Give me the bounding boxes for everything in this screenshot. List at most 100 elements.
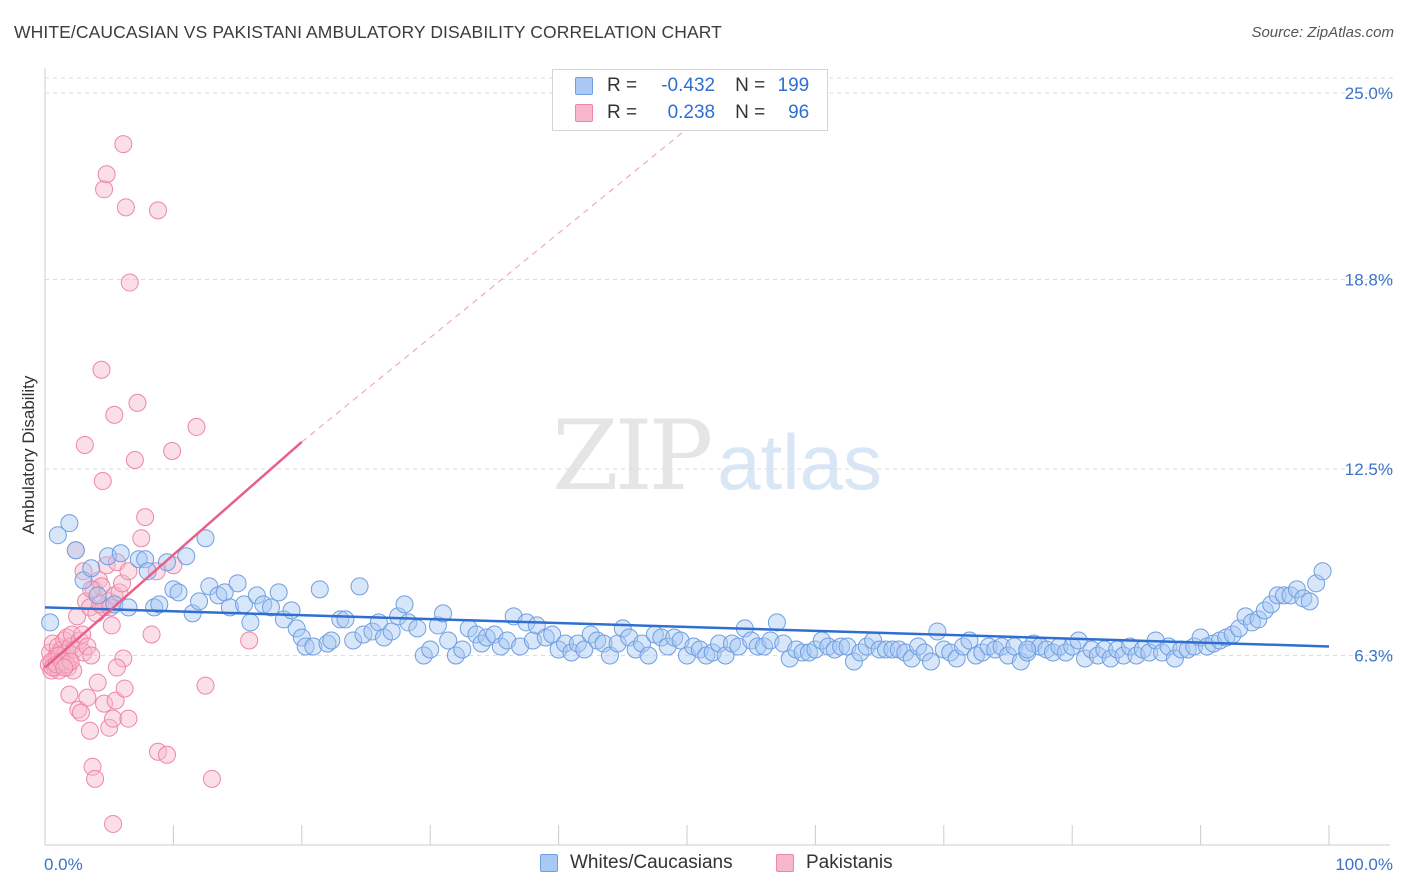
- pakistani-point: [132, 529, 151, 548]
- legend-n-label: N =: [735, 75, 766, 96]
- legend-label-whites: Whites/Caucasians: [570, 852, 733, 873]
- white-point: [261, 598, 280, 617]
- pakistani-point: [100, 718, 119, 737]
- white-point: [434, 604, 453, 623]
- white-point: [1114, 646, 1133, 665]
- legend-label-pakistanis: Pakistanis: [806, 852, 893, 873]
- pakistani-point: [240, 631, 259, 650]
- white-point: [1018, 640, 1037, 659]
- pakistani-point: [97, 165, 116, 184]
- pakistani-point: [97, 556, 116, 575]
- source-credit: Source: ZipAtlas.com: [1251, 24, 1394, 41]
- legend-r-label: R =: [607, 75, 638, 96]
- white-point: [150, 595, 169, 614]
- pakistani-point: [115, 679, 134, 698]
- white-point: [164, 580, 183, 599]
- pakistani-point: [75, 435, 94, 454]
- legend-swatch-whites: [540, 854, 558, 872]
- white-point: [296, 637, 315, 656]
- pakistani-point: [106, 691, 125, 710]
- white-point: [111, 544, 130, 563]
- pakistani-point: [88, 673, 107, 692]
- white-point: [136, 550, 155, 569]
- white-point: [82, 559, 101, 578]
- white-point: [228, 574, 247, 593]
- white-point: [241, 613, 260, 632]
- white-point: [1268, 586, 1287, 605]
- white-point: [190, 592, 209, 611]
- pakistanis-trend-line: [44, 441, 303, 669]
- legend-swatch-whites: [575, 77, 593, 95]
- white-point: [556, 634, 575, 653]
- legend-r-label: R =: [607, 102, 638, 123]
- pakistani-point: [202, 769, 221, 788]
- chart-title: WHITE/CAUCASIAN VS PAKISTANI AMBULATORY …: [14, 22, 722, 42]
- pakistani-point: [119, 709, 138, 728]
- white-point: [408, 619, 427, 638]
- legend-n-value: 199: [777, 75, 810, 96]
- legend-row-pakistanis: R = 0.238 N = 96: [575, 100, 809, 126]
- pakistani-point: [69, 700, 88, 719]
- white-point: [1069, 631, 1088, 650]
- stats-legend: R = -0.432 N = 199 R = 0.238 N = 96: [552, 69, 828, 131]
- pakistani-point: [114, 649, 133, 668]
- legend-r-value: 0.238: [667, 102, 716, 123]
- pakistani-point: [78, 688, 97, 707]
- white-point: [1095, 640, 1114, 659]
- white-point: [1262, 595, 1281, 614]
- white-point: [453, 640, 472, 659]
- x-tick-label-max: 100.0%: [1335, 855, 1393, 874]
- pakistani-point: [83, 757, 102, 776]
- pakistani-point: [136, 508, 155, 527]
- pakistani-point: [104, 709, 123, 728]
- pakistani-point: [82, 646, 101, 665]
- white-point: [220, 598, 239, 617]
- pakistani-point: [102, 616, 121, 635]
- pakistani-point: [157, 745, 176, 764]
- white-point: [1165, 649, 1184, 668]
- legend-r-value: -0.432: [661, 75, 716, 96]
- white-point: [382, 622, 401, 641]
- white-point: [575, 640, 594, 659]
- white-point: [336, 610, 355, 629]
- white-point: [467, 625, 486, 644]
- white-point: [322, 631, 341, 650]
- white-point: [310, 580, 329, 599]
- pakistani-point: [92, 577, 111, 596]
- white-point: [832, 637, 851, 656]
- pakistani-point: [163, 441, 182, 460]
- white-point: [282, 601, 301, 620]
- pakistanis-trend-extension: [301, 86, 739, 443]
- legend-n-label: N =: [735, 102, 766, 123]
- white-point: [921, 652, 940, 671]
- legend-item-pakistanis: Pakistanis: [776, 852, 893, 874]
- pakistani-point: [116, 198, 135, 217]
- white-point: [844, 652, 863, 671]
- y-tick-label: 6.3%: [1354, 647, 1393, 666]
- y-axis-label: Ambulatory Disability: [19, 375, 38, 534]
- pakistani-point: [78, 637, 97, 656]
- y-tick-label: 18.8%: [1345, 271, 1393, 290]
- white-point: [129, 550, 148, 569]
- white-point: [439, 631, 458, 650]
- white-point: [269, 583, 288, 602]
- pakistani-point: [114, 135, 133, 154]
- white-point: [177, 547, 196, 566]
- pakistani-point: [95, 694, 114, 713]
- y-tick-label: 12.5%: [1345, 460, 1393, 479]
- white-point: [992, 637, 1011, 656]
- pakistani-point: [93, 472, 112, 491]
- white-point: [767, 613, 786, 632]
- white-point: [652, 628, 671, 647]
- white-point: [247, 586, 266, 605]
- white-point: [870, 640, 889, 659]
- white-point: [169, 583, 188, 602]
- white-point: [350, 577, 369, 596]
- white-point: [915, 643, 934, 662]
- white-point: [60, 514, 79, 533]
- white-point: [395, 595, 414, 614]
- white-point: [200, 577, 219, 596]
- pakistani-point: [107, 658, 126, 677]
- legend-n-value: 96: [788, 102, 810, 123]
